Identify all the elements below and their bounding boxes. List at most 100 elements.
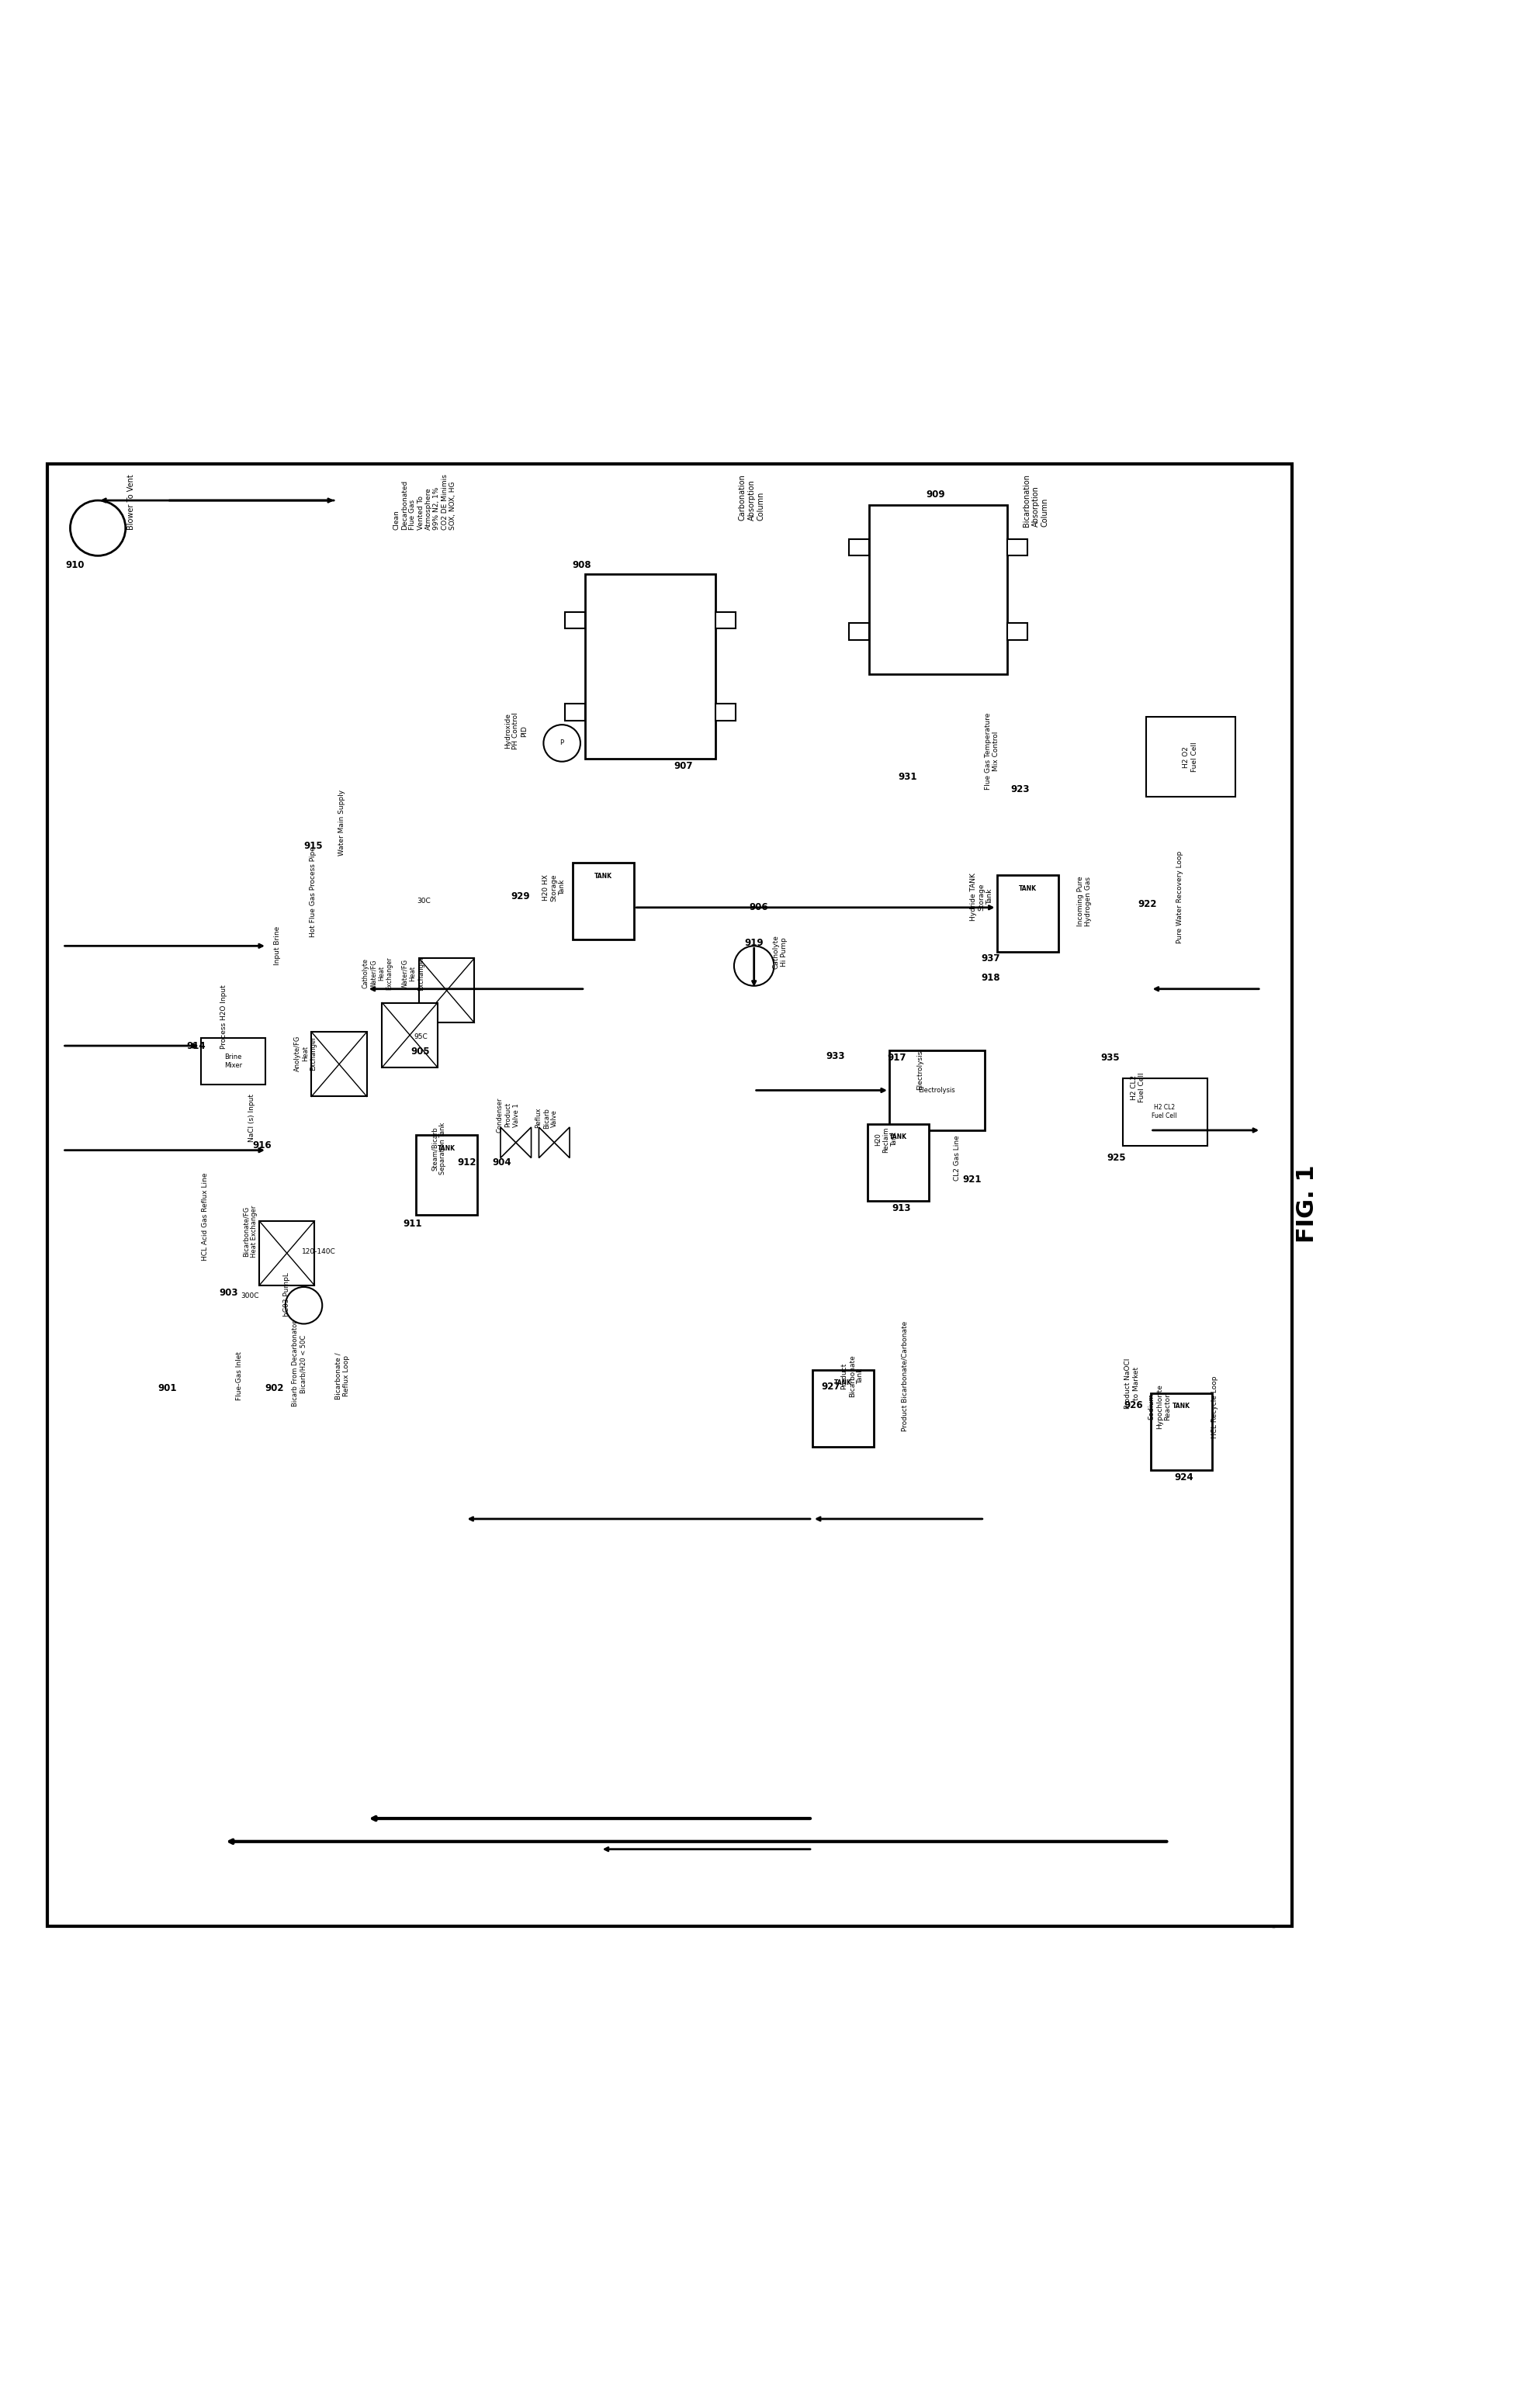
Text: Electrolysis: Electrolysis [918, 1086, 955, 1093]
Circle shape [543, 725, 580, 761]
Text: NaCl (s) Input: NaCl (s) Input [248, 1093, 255, 1141]
Bar [1123, 1079, 1207, 1146]
Text: 935: 935 [1100, 1052, 1120, 1062]
Bar [869, 506, 1007, 674]
Text: Bicarbonate/FG
Heat Exchanger: Bicarbonate/FG Heat Exchanger [243, 1206, 257, 1257]
Bar [584, 573, 715, 759]
Text: CL2 Gas Line: CL2 Gas Line [954, 1134, 960, 1180]
Text: 911: 911 [403, 1218, 423, 1228]
Text: Process H2O Input: Process H2O Input [220, 985, 228, 1047]
Bar [715, 612, 735, 628]
Text: 120-140C: 120-140C [301, 1247, 335, 1255]
Text: HCL Acid Gas Reflux Line: HCL Acid Gas Reflux Line [201, 1173, 209, 1259]
Text: 906: 906 [749, 903, 767, 913]
Text: H2 CL2
Fuel Cell: H2 CL2 Fuel Cell [1150, 1105, 1177, 1120]
Text: TANK: TANK [889, 1134, 907, 1141]
Polygon shape [500, 1127, 515, 1158]
Bar [258, 1221, 314, 1286]
Text: Catholyte
Water/FG
Heat
Exchanger: Catholyte Water/FG Heat Exchanger [361, 956, 392, 990]
Text: 937: 937 [981, 954, 1000, 963]
Text: 918: 918 [981, 973, 1000, 982]
Bar [381, 1002, 437, 1067]
Bar [564, 703, 584, 720]
Text: 909: 909 [926, 489, 944, 498]
Bar [311, 1033, 366, 1096]
Text: 905: 905 [411, 1047, 431, 1057]
Text: 910: 910 [65, 561, 85, 571]
Text: H20 HX
Storage
Tank: H20 HX Storage Tank [543, 874, 566, 901]
Text: 917: 917 [887, 1052, 906, 1062]
Text: 922: 922 [1137, 901, 1157, 910]
Text: Blower To Vent: Blower To Vent [128, 474, 135, 530]
Text: FIG. 1: FIG. 1 [1295, 1165, 1318, 1243]
Text: Bicarb From Decarbonator
Bicarb/H20 < 50C: Bicarb From Decarbonator Bicarb/H20 < 50… [292, 1320, 306, 1406]
Text: TANK: TANK [1018, 884, 1037, 891]
Text: Anolyte/FG
Heat
Exchanger: Anolyte/FG Heat Exchanger [294, 1035, 317, 1072]
Text: Pure Water Recovery Loop: Pure Water Recovery Loop [1175, 850, 1183, 944]
Text: 925: 925 [1106, 1153, 1126, 1163]
Text: HCL Recycle Loop: HCL Recycle Loop [1210, 1375, 1218, 1438]
Bar [812, 1370, 874, 1447]
Text: TANK: TANK [1172, 1401, 1189, 1409]
Text: 95C: 95C [414, 1033, 428, 1040]
Text: Flue Gas Temperature
Mix Control: Flue Gas Temperature Mix Control [984, 713, 1000, 790]
Text: Steam/Bicarb
Separation Tank: Steam/Bicarb Separation Tank [431, 1122, 446, 1175]
Text: 929: 929 [511, 891, 529, 903]
Circle shape [71, 501, 126, 556]
Text: Incoming Pure
Hydrogen Gas: Incoming Pure Hydrogen Gas [1077, 877, 1092, 927]
Text: TANK: TANK [437, 1144, 455, 1151]
Text: Product
Bicarbonate
Tank: Product Bicarbonate Tank [840, 1356, 863, 1397]
Text: 901: 901 [157, 1382, 177, 1394]
Text: Bicarbonation
Absorption
Column: Bicarbonation Absorption Column [1023, 474, 1049, 527]
Text: P: P [560, 739, 563, 746]
Bar [1007, 624, 1027, 641]
Polygon shape [554, 1127, 569, 1158]
Text: 912: 912 [457, 1158, 475, 1168]
Bar [418, 958, 474, 1023]
Text: 30C: 30C [417, 898, 431, 905]
Text: 916: 916 [252, 1141, 272, 1151]
Text: 927: 927 [821, 1382, 840, 1392]
Text: 913: 913 [892, 1204, 910, 1214]
Text: Bicarbonate /
Reflux Loop: Bicarbonate / Reflux Loop [334, 1353, 349, 1399]
Text: H2 CL2
Fuel Cell: H2 CL2 Fuel Cell [1130, 1072, 1146, 1103]
Text: Condenser
Product
Valve 1: Condenser Product Valve 1 [497, 1098, 520, 1132]
Text: Hot Flue Gas Process Pipe: Hot Flue Gas Process Pipe [309, 848, 317, 937]
Text: 919: 919 [744, 937, 763, 949]
Bar [48, 465, 1292, 1926]
Text: 908: 908 [572, 561, 591, 571]
Bar [1150, 1392, 1212, 1469]
Text: TANK: TANK [834, 1380, 852, 1387]
Bar [867, 1125, 929, 1202]
Text: Input Brine: Input Brine [274, 927, 281, 966]
Text: Hydroxide
PH Control
PID: Hydroxide PH Control PID [504, 713, 528, 749]
Text: 907: 907 [674, 761, 692, 771]
Text: 904: 904 [492, 1158, 511, 1168]
Text: 923: 923 [1010, 785, 1029, 795]
Text: Flue-Gas Inlet: Flue-Gas Inlet [235, 1351, 243, 1401]
Text: Sodium
Hypochlorite
Reactor: Sodium Hypochlorite Reactor [1147, 1385, 1170, 1430]
Bar [997, 874, 1058, 951]
Circle shape [734, 946, 774, 985]
Text: Product Bicarbonate/Carbonate: Product Bicarbonate/Carbonate [901, 1322, 907, 1430]
Text: 926: 926 [1123, 1399, 1143, 1411]
Text: 921: 921 [963, 1175, 981, 1185]
Text: 914: 914 [186, 1040, 206, 1050]
Text: Carbonation
Absorption
Column: Carbonation Absorption Column [738, 474, 764, 520]
Text: 915: 915 [303, 840, 323, 850]
Text: Electrolysis: Electrolysis [917, 1050, 923, 1091]
Text: Catholyte
Hi Pump: Catholyte Hi Pump [772, 934, 787, 968]
Text: Hydride TANK
Storage
Tank: Hydride TANK Storage Tank [969, 872, 992, 920]
Text: H2 O2
Fuel Cell: H2 O2 Fuel Cell [1183, 742, 1198, 773]
Text: Clean
Decarbonated
Flue Gas
Vented To
Atmosphere
99% N2, 1%
CO2 DE Minimis
SOX, : Clean Decarbonated Flue Gas Vented To At… [392, 474, 457, 530]
Text: Water/FG
Heat
Exchanger: Water/FG Heat Exchanger [401, 956, 424, 992]
Text: TANK: TANK [594, 872, 612, 879]
Bar [564, 612, 584, 628]
Text: 903: 903 [218, 1288, 238, 1298]
Text: Reflux
Bicarb
Valve: Reflux Bicarb Valve [535, 1108, 558, 1129]
Text: 924: 924 [1173, 1471, 1193, 1483]
Bar [1146, 718, 1235, 797]
Polygon shape [515, 1127, 531, 1158]
Circle shape [285, 1286, 321, 1324]
Text: 902: 902 [265, 1382, 285, 1394]
